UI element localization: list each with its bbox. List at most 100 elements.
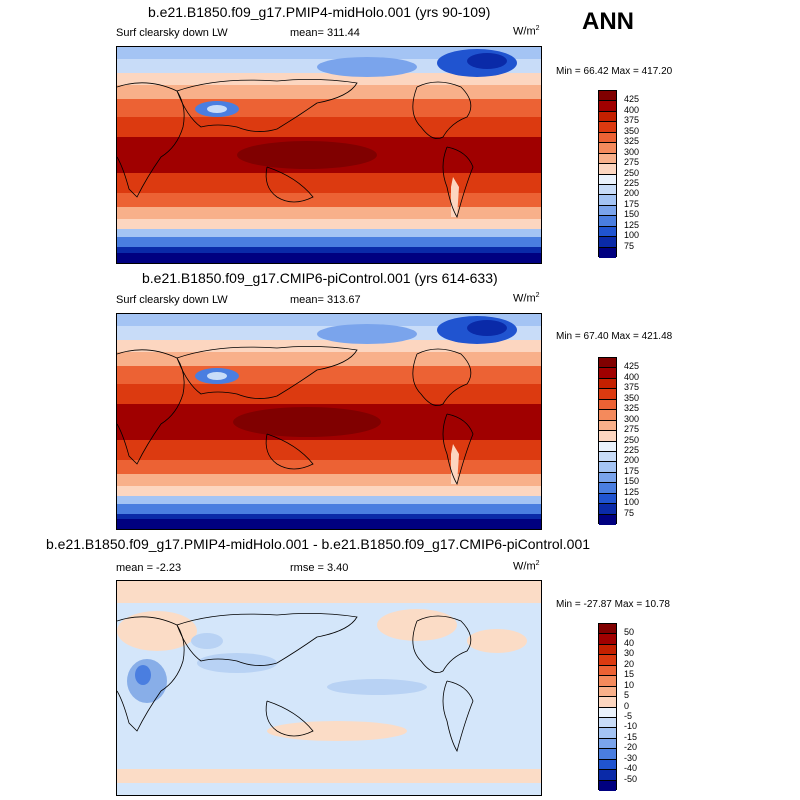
- colorbar-tick-label: 15: [624, 669, 635, 680]
- colorbar-swatch: [599, 164, 616, 175]
- panel2-mean: mean= 313.67: [290, 294, 361, 306]
- colorbar-tick-label: -40: [624, 763, 638, 774]
- panel2-colorbar: [598, 357, 617, 525]
- colorbar-swatch: [599, 132, 616, 144]
- colorbar-swatch: [599, 717, 616, 729]
- colorbar-tick-label: 100: [624, 497, 640, 508]
- colorbar-swatch: [599, 153, 616, 165]
- panel3-title: b.e21.B1850.f09_g17.PMIP4-midHolo.001 - …: [46, 536, 591, 552]
- colorbar-swatch: [599, 462, 616, 473]
- colorbar-tick-label: 175: [624, 465, 640, 476]
- colorbar-swatch: [599, 514, 616, 525]
- colorbar-swatch: [599, 770, 616, 781]
- panel3-field: [117, 581, 541, 795]
- colorbar-tick-label: 375: [624, 115, 640, 126]
- colorbar-swatch: [599, 358, 616, 369]
- panel2-minmax: Min = 67.40 Max = 421.48: [556, 331, 673, 342]
- colorbar-tick-label: -20: [624, 742, 638, 753]
- colorbar-tick-label: 275: [624, 424, 640, 435]
- colorbar-tick-label: 20: [624, 658, 635, 669]
- colorbar-swatch: [599, 122, 616, 133]
- panel3-colorbar-labels: 50 40 30 20 15 10 5 0 -5 -10 -15 -20 -30 -40 -50: [624, 623, 664, 790]
- colorbar-swatch: [599, 399, 616, 411]
- colorbar-tick-label: 75: [624, 507, 635, 518]
- colorbar-tick-label: 125: [624, 219, 640, 230]
- colorbar-swatch: [599, 184, 616, 196]
- colorbar-tick-label: 225: [624, 444, 640, 455]
- panel1-variable: Surf clearsky down LW: [116, 27, 228, 39]
- season-label: ANN: [582, 8, 634, 35]
- colorbar-tick-label: 325: [624, 403, 640, 414]
- colorbar-tick-label: 400: [624, 104, 640, 115]
- colorbar-tick-label: 50: [624, 627, 635, 638]
- colorbar-swatch: [599, 655, 616, 666]
- colorbar-tick-label: 300: [624, 413, 640, 424]
- colorbar-swatch: [599, 780, 616, 791]
- colorbar-tick-label: 200: [624, 188, 640, 199]
- colorbar-tick-label: 375: [624, 382, 640, 393]
- colorbar-tick-label: 275: [624, 157, 640, 168]
- panel3-map: [116, 580, 542, 796]
- panel2-title: b.e21.B1850.f09_g17.CMIP6-piControl.001 …: [142, 270, 498, 286]
- colorbar-swatch: [599, 174, 616, 185]
- colorbar-tick-label: -30: [624, 752, 638, 763]
- colorbar-swatch: [599, 441, 616, 452]
- colorbar-tick-label: 5: [624, 690, 630, 701]
- panel1-mean: mean= 311.44: [290, 27, 360, 39]
- colorbar-swatch: [599, 205, 616, 217]
- colorbar-tick-label: 250: [624, 434, 640, 445]
- panel2-units: W/m2: [513, 292, 540, 305]
- colorbar-swatch: [599, 707, 616, 718]
- colorbar-tick-label: 100: [624, 230, 640, 241]
- colorbar-tick-label: 75: [624, 240, 635, 251]
- colorbar-tick-label: 400: [624, 371, 640, 382]
- colorbar-swatch: [599, 216, 616, 227]
- colorbar-tick-label: 150: [624, 476, 640, 487]
- colorbar-swatch: [599, 237, 616, 248]
- colorbar-swatch: [599, 451, 616, 463]
- colorbar-swatch: [599, 624, 616, 635]
- panel3-units: W/m2: [513, 560, 540, 573]
- colorbar-tick-label: 30: [624, 648, 635, 659]
- panel1-colorbar-labels: 425 400 375 350 325 300 275 250 225 200 175 150 125 1…: [624, 90, 664, 257]
- colorbar-swatch: [599, 420, 616, 432]
- colorbar-swatch: [599, 143, 616, 154]
- colorbar-tick-label: 350: [624, 392, 640, 403]
- colorbar-swatch: [599, 91, 616, 102]
- panel2-colorbar-labels: 425 400 375 350 325 300 275 250 225 200 175 150 125 1…: [624, 357, 664, 524]
- colorbar-swatch: [599, 644, 616, 656]
- colorbar-tick-label: 350: [624, 125, 640, 136]
- colorbar-tick-label: 225: [624, 177, 640, 188]
- colorbar-swatch: [599, 665, 616, 677]
- colorbar-swatch: [599, 389, 616, 400]
- colorbar-swatch: [599, 749, 616, 760]
- colorbar-swatch: [599, 728, 616, 739]
- colorbar-tick-label: 125: [624, 486, 640, 497]
- colorbar-swatch: [599, 504, 616, 515]
- colorbar-tick-label: 300: [624, 146, 640, 157]
- panel3-minmax: Min = -27.87 Max = 10.78: [556, 599, 670, 610]
- colorbar-tick-label: -15: [624, 731, 638, 742]
- colorbar-tick-label: 175: [624, 198, 640, 209]
- panel2-variable: Surf clearsky down LW: [116, 294, 228, 306]
- colorbar-tick-label: 0: [624, 700, 630, 711]
- colorbar-tick-label: -50: [624, 773, 638, 784]
- panel1-units: W/m2: [513, 25, 540, 38]
- colorbar-swatch: [599, 493, 616, 505]
- colorbar-tick-label: -10: [624, 721, 638, 732]
- panel1-minmax: Min = 66.42 Max = 417.20: [556, 66, 673, 77]
- colorbar-tick-label: 250: [624, 167, 640, 178]
- colorbar-swatch: [599, 483, 616, 494]
- colorbar-swatch: [599, 368, 616, 379]
- panel1-colorbar: [598, 90, 617, 258]
- colorbar-swatch: [599, 101, 616, 112]
- colorbar-swatch: [599, 378, 616, 390]
- panel1-field: [117, 47, 541, 263]
- colorbar-tick-label: -5: [624, 710, 633, 721]
- colorbar-swatch: [599, 226, 616, 238]
- panel2-map: [116, 313, 542, 530]
- colorbar-swatch: [599, 111, 616, 123]
- colorbar-swatch: [599, 195, 616, 206]
- colorbar-swatch: [599, 759, 616, 771]
- colorbar-swatch: [599, 247, 616, 258]
